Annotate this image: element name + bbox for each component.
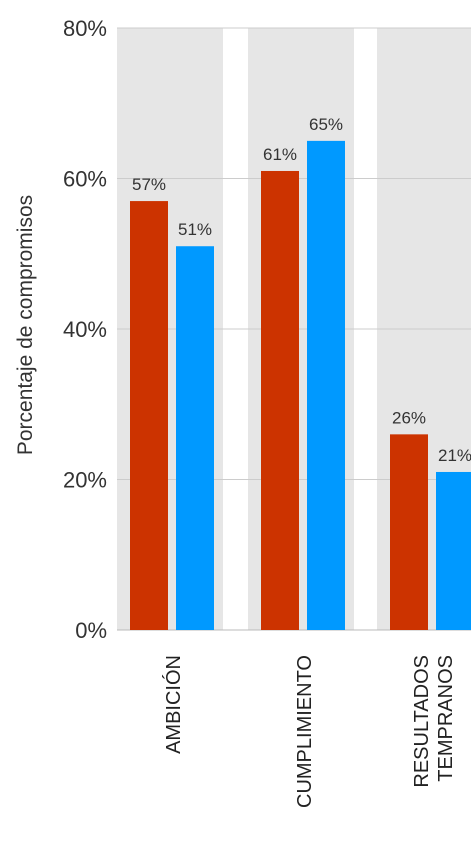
x-category-label: CUMPLIMIENTO — [294, 655, 316, 808]
category-labels: AMBICIÓN CUMPLIMIENTO RESULTADOS TEMPRANOS — [162, 655, 457, 808]
data-label: 51% — [178, 220, 212, 239]
data-label: 26% — [392, 408, 426, 427]
data-label: 61% — [263, 145, 297, 164]
bar — [307, 140, 345, 630]
y-tick-label: 0% — [75, 618, 107, 643]
y-axis-label: Porcentaje de compromisos — [14, 195, 37, 455]
y-tick-label: 20% — [63, 468, 107, 493]
bar — [176, 246, 214, 630]
data-label: 65% — [309, 115, 343, 134]
data-label: 21% — [438, 446, 471, 465]
y-axis-ticks: 0% 20% 40% 60% 80% — [63, 16, 107, 643]
data-labels: 57% 61% 26% 51% 65% 21% — [132, 115, 471, 465]
bars — [130, 140, 471, 630]
bar — [436, 471, 471, 630]
bar — [130, 201, 168, 630]
bar — [390, 434, 428, 630]
y-tick-label: 40% — [63, 317, 107, 342]
x-category-label: RESULTADOS TEMPRANOS — [411, 655, 457, 788]
bar — [261, 170, 299, 630]
x-category-label: AMBICIÓN — [162, 655, 185, 754]
data-label: 57% — [132, 175, 166, 194]
y-tick-label: 80% — [63, 16, 107, 41]
y-tick-label: 60% — [63, 167, 107, 192]
